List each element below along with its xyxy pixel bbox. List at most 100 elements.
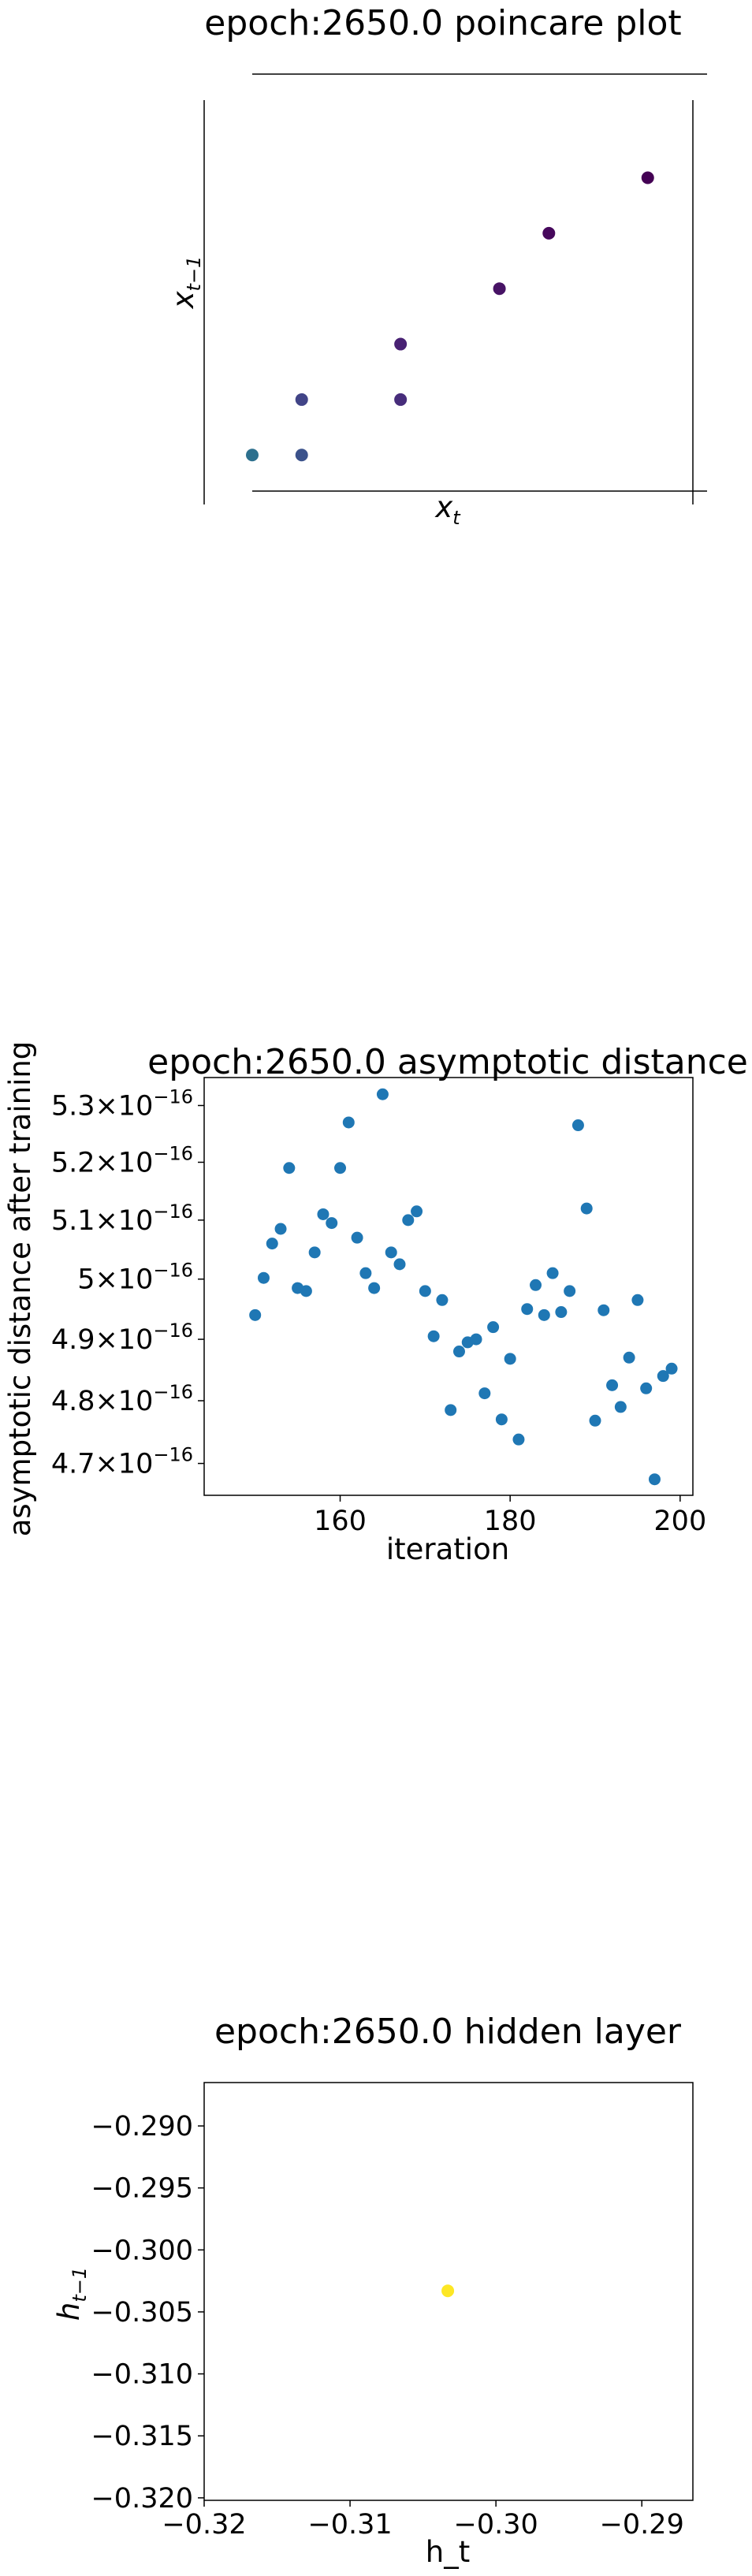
y-tick-label: 5.1×10−16	[51, 1201, 193, 1237]
poincare-point	[641, 171, 654, 184]
asymptotic-point	[504, 1353, 516, 1365]
y-tick-label: 4.8×10−16	[51, 1381, 193, 1417]
hidden-layer-chart: epoch:2650.0 hidden layer −0.290−0.295−0…	[52, 2012, 694, 2569]
asymptotic-point	[478, 1387, 491, 1400]
asymptotic-point	[411, 1205, 423, 1218]
hidden-xlabel: h_t	[426, 2535, 470, 2569]
asymptotic-point	[445, 1404, 457, 1416]
asymptotic-point	[571, 1119, 584, 1132]
y-tick-label: 4.9×10−16	[51, 1320, 193, 1356]
asymptotic-x-ticks: 160 180 200	[314, 1495, 706, 1537]
poincare-xlabel: xt	[434, 490, 461, 529]
asymptotic-point	[623, 1351, 635, 1364]
asymptotic-point	[512, 1433, 525, 1446]
asymptotic-point	[606, 1379, 619, 1391]
asymptotic-xlabel: iteration	[386, 1532, 509, 1566]
asymptotic-point	[555, 1306, 568, 1319]
asymptotic-point	[538, 1308, 550, 1321]
hidden-point	[441, 2284, 455, 2298]
poincare-point	[295, 449, 308, 462]
asymptotic-point	[614, 1401, 627, 1413]
asymptotic-plot-frame	[203, 1077, 694, 1496]
asymptotic-point	[631, 1294, 644, 1306]
asymptotic-point	[657, 1370, 669, 1383]
asymptotic-point	[402, 1214, 415, 1227]
asymptotic-ylabel: asymptotic distance after training	[3, 1041, 37, 1537]
hidden-plot-frame	[203, 2082, 694, 2501]
asymptotic-point	[351, 1231, 363, 1244]
asymptotic-point	[452, 1346, 465, 1358]
asymptotic-point	[385, 1246, 397, 1259]
asymptotic-point	[580, 1202, 593, 1215]
asymptotic-point	[274, 1223, 287, 1235]
asymptotic-point	[487, 1321, 500, 1334]
y-tick-label: 4.7×10−16	[51, 1444, 193, 1480]
poincare-point	[493, 282, 506, 296]
y-tick-label: 5.2×10−16	[51, 1142, 193, 1178]
hidden-points	[441, 2284, 455, 2298]
poincare-point	[542, 226, 556, 240]
asymptotic-point	[308, 1246, 321, 1259]
y-tick-label: −0.305	[91, 2297, 193, 2328]
hidden-y-ticks: −0.290 −0.295 −0.300 −0.305 −0.310 −0.315 −0.3…	[91, 2111, 204, 2515]
asymptotic-point	[249, 1308, 262, 1321]
asymptotic-point	[266, 1238, 278, 1250]
x-tick-label: 180	[484, 1506, 537, 1537]
asymptotic-point	[419, 1285, 431, 1297]
x-tick-label: 200	[653, 1506, 706, 1537]
asymptotic-point	[648, 1473, 661, 1486]
asymptotic-point	[283, 1162, 296, 1174]
asymptotic-point	[257, 1271, 270, 1284]
asymptotic-point	[376, 1088, 389, 1100]
y-tick-label: −0.315	[91, 2421, 193, 2452]
asymptotic-point	[640, 1382, 653, 1394]
poincare-point	[295, 393, 308, 406]
poincare-point	[394, 337, 408, 351]
x-tick-label: −0.30	[454, 2509, 538, 2541]
asymptotic-chart: epoch:2650.0 asymptotic distance 4.7×10−…	[3, 1041, 748, 1566]
y-tick-label: 5.3×10−16	[51, 1085, 193, 1122]
asymptotic-point	[317, 1208, 329, 1220]
asymptotic-point	[546, 1267, 559, 1279]
asymptotic-y-ticks: 4.7×10−16 4.8×10−16 4.9×10−16 5×10−16 5.1×10…	[51, 1085, 204, 1480]
asymptotic-point	[334, 1162, 347, 1174]
asymptotic-title: epoch:2650.0 asymptotic distance	[147, 1042, 748, 1082]
poincare-point	[246, 449, 259, 462]
hidden-x-ticks: −0.32 −0.31 −0.30 −0.29	[162, 2500, 684, 2541]
asymptotic-point	[521, 1303, 534, 1316]
poincare-point	[394, 393, 408, 406]
asymptotic-point	[359, 1267, 372, 1279]
asymptotic-point	[665, 1362, 678, 1375]
asymptotic-point	[598, 1304, 610, 1316]
asymptotic-point	[495, 1413, 508, 1426]
asymptotic-point	[427, 1330, 440, 1342]
poincare-points	[246, 171, 654, 462]
asymptotic-point	[300, 1285, 312, 1297]
asymptotic-point	[326, 1217, 338, 1230]
hidden-title: epoch:2650.0 hidden layer	[214, 2012, 682, 2052]
poincare-chart: epoch:2650.0 poincare plot xt xt−1	[166, 3, 707, 529]
y-tick-label: −0.310	[91, 2359, 193, 2391]
x-tick-label: 160	[314, 1506, 367, 1537]
poincare-title: epoch:2650.0 poincare plot	[204, 3, 681, 43]
y-tick-label: −0.300	[91, 2235, 193, 2266]
poincare-ylabel: xt−1	[166, 256, 205, 310]
x-tick-label: −0.31	[307, 2509, 392, 2541]
x-tick-label: −0.29	[600, 2509, 684, 2541]
asymptotic-point	[368, 1282, 381, 1294]
asymptotic-point	[342, 1116, 355, 1129]
asymptotic-point	[589, 1414, 601, 1427]
y-tick-label: −0.290	[91, 2111, 193, 2142]
asymptotic-point	[530, 1279, 542, 1291]
y-tick-label: −0.320	[91, 2483, 193, 2515]
asymptotic-point	[436, 1294, 449, 1306]
asymptotic-point	[470, 1333, 482, 1346]
asymptotic-point	[393, 1258, 406, 1271]
y-tick-label: 5×10−16	[77, 1260, 193, 1296]
y-tick-label: −0.295	[91, 2173, 193, 2205]
hidden-ylabel: ht−1	[52, 2267, 91, 2321]
asymptotic-point	[564, 1285, 576, 1297]
x-tick-label: −0.32	[162, 2509, 246, 2541]
asymptotic-points	[249, 1088, 678, 1486]
